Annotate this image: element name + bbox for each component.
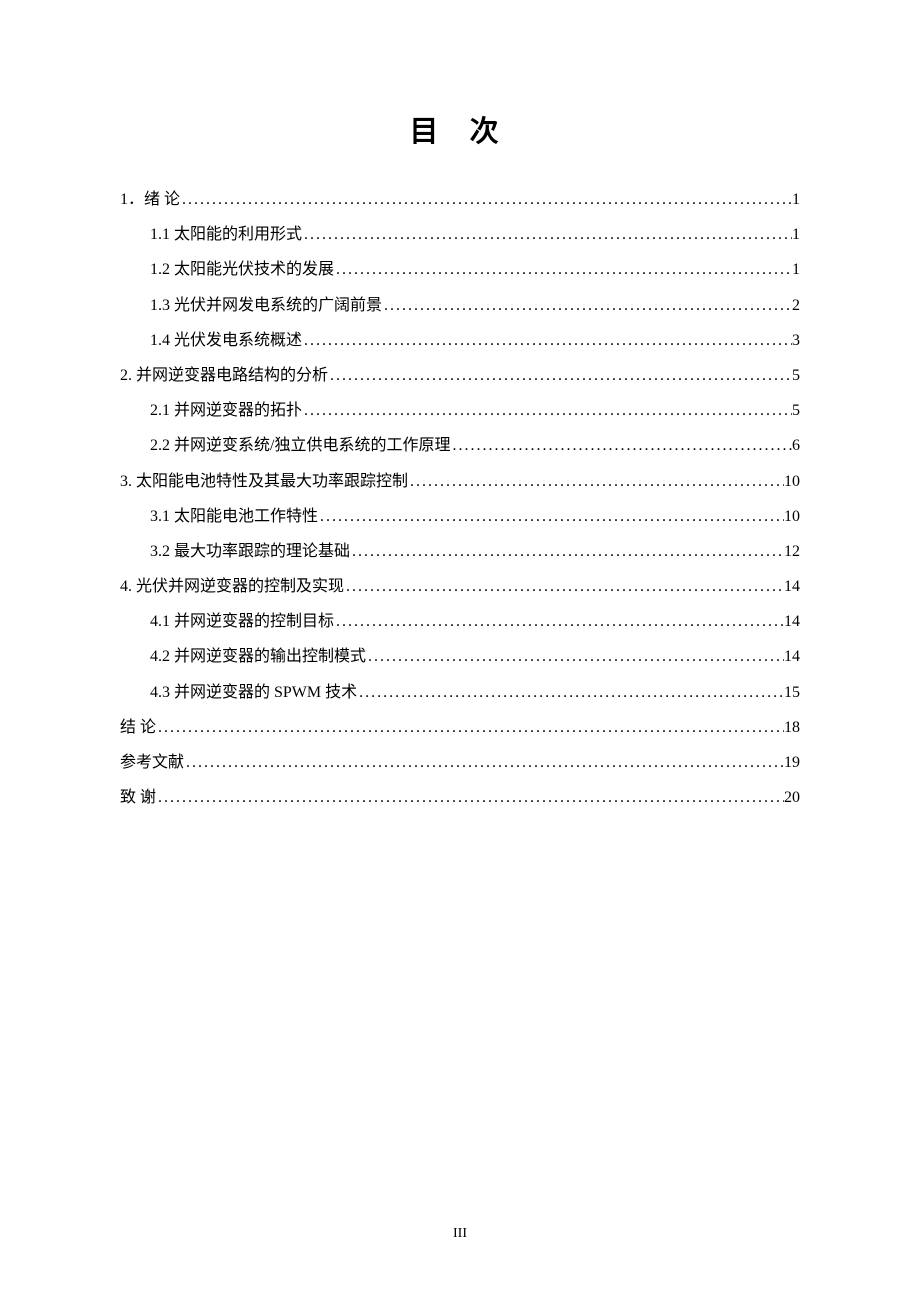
toc-entry: 1.1 太阳能的利用形式 1 bbox=[120, 217, 800, 252]
toc-entry-page: 14 bbox=[784, 639, 800, 674]
toc-list: 1．绪 论11.1 太阳能的利用形式11.2 太阳能光伏技术的发展11.3 光伏… bbox=[120, 182, 800, 815]
toc-entry-label: 2. 并网逆变器电路结构的分析 bbox=[120, 358, 328, 393]
toc-entry: 2.1 并网逆变器的拓扑 5 bbox=[120, 393, 800, 428]
toc-entry-label: 致 谢 bbox=[120, 780, 156, 815]
toc-entry-label: 4. 光伏并网逆变器的控制及实现 bbox=[120, 569, 344, 604]
toc-entry-label: 4.2 并网逆变器的输出控制模式 bbox=[150, 639, 366, 674]
toc-dots bbox=[302, 393, 792, 428]
page-number: III bbox=[0, 1226, 920, 1242]
toc-entry: 2.2 并网逆变系统/独立供电系统的工作原理 6 bbox=[120, 428, 800, 463]
toc-entry-page: 15 bbox=[784, 675, 800, 710]
toc-page: 目 次 1．绪 论11.1 太阳能的利用形式11.2 太阳能光伏技术的发展11.… bbox=[0, 0, 920, 815]
toc-entry-label: 1.2 太阳能光伏技术的发展 bbox=[150, 252, 334, 287]
toc-dots bbox=[334, 604, 784, 639]
toc-entry-label: 4.1 并网逆变器的控制目标 bbox=[150, 604, 334, 639]
toc-dots bbox=[344, 569, 784, 604]
toc-entry-page: 14 bbox=[784, 569, 800, 604]
toc-entry-label: 3.2 最大功率跟踪的理论基础 bbox=[150, 534, 350, 569]
toc-entry-page: 14 bbox=[784, 604, 800, 639]
toc-entry-page: 10 bbox=[784, 499, 800, 534]
toc-entry-page: 3 bbox=[792, 323, 800, 358]
toc-dots bbox=[366, 639, 784, 674]
toc-entry-label: 2.2 并网逆变系统/独立供电系统的工作原理 bbox=[150, 428, 450, 463]
toc-entry-label: 2.1 并网逆变器的拓扑 bbox=[150, 393, 302, 428]
toc-entry-label: 3. 太阳能电池特性及其最大功率跟踪控制 bbox=[120, 464, 408, 499]
toc-dots bbox=[334, 252, 792, 287]
toc-entry-label: 1.4 光伏发电系统概述 bbox=[150, 323, 302, 358]
toc-entry-page: 5 bbox=[792, 358, 800, 393]
toc-entry-page: 1 bbox=[792, 217, 800, 252]
toc-entry-page: 6 bbox=[792, 428, 800, 463]
toc-entry-label: 参考文献 bbox=[120, 745, 184, 780]
toc-dots bbox=[156, 710, 784, 745]
toc-entry: 3.2 最大功率跟踪的理论基础 12 bbox=[120, 534, 800, 569]
toc-entry: 3. 太阳能电池特性及其最大功率跟踪控制 10 bbox=[120, 464, 800, 499]
toc-entry-page: 12 bbox=[784, 534, 800, 569]
toc-entry: 结 论 18 bbox=[120, 710, 800, 745]
toc-dots bbox=[318, 499, 784, 534]
toc-entry-label: 1.3 光伏并网发电系统的广阔前景 bbox=[150, 288, 382, 323]
toc-entry-page: 18 bbox=[784, 710, 800, 745]
toc-entry-label: 1.1 太阳能的利用形式 bbox=[150, 217, 302, 252]
toc-entry-label: 3.1 太阳能电池工作特性 bbox=[150, 499, 318, 534]
toc-dots bbox=[357, 675, 784, 710]
toc-entry: 1.4 光伏发电系统概述 3 bbox=[120, 323, 800, 358]
toc-entry-page: 19 bbox=[784, 745, 800, 780]
toc-dots bbox=[328, 358, 792, 393]
toc-dots bbox=[156, 780, 784, 815]
toc-entry: 致 谢 20 bbox=[120, 780, 800, 815]
toc-entry-label: 结 论 bbox=[120, 710, 156, 745]
toc-entry-label: 4.3 并网逆变器的 SPWM 技术 bbox=[150, 675, 357, 710]
toc-entry-page: 20 bbox=[784, 780, 800, 815]
toc-dots bbox=[408, 464, 784, 499]
toc-entry: 1．绪 论 1 bbox=[120, 182, 800, 217]
toc-dots bbox=[302, 323, 792, 358]
toc-entry-page: 1 bbox=[792, 252, 800, 287]
toc-dots bbox=[180, 182, 792, 217]
toc-entry: 2. 并网逆变器电路结构的分析 5 bbox=[120, 358, 800, 393]
toc-entry: 1.3 光伏并网发电系统的广阔前景 2 bbox=[120, 288, 800, 323]
toc-entry-label: 1．绪 论 bbox=[120, 182, 180, 217]
toc-entry-page: 1 bbox=[792, 182, 800, 217]
toc-dots bbox=[382, 288, 792, 323]
toc-entry: 4.2 并网逆变器的输出控制模式 14 bbox=[120, 639, 800, 674]
toc-entry: 参考文献 19 bbox=[120, 745, 800, 780]
toc-entry: 1.2 太阳能光伏技术的发展 1 bbox=[120, 252, 800, 287]
toc-entry-page: 2 bbox=[792, 288, 800, 323]
toc-entry: 3.1 太阳能电池工作特性 10 bbox=[120, 499, 800, 534]
toc-dots bbox=[302, 217, 792, 252]
toc-entry: 4.1 并网逆变器的控制目标 14 bbox=[120, 604, 800, 639]
toc-dots bbox=[184, 745, 784, 780]
toc-entry: 4. 光伏并网逆变器的控制及实现 14 bbox=[120, 569, 800, 604]
toc-title: 目 次 bbox=[120, 108, 800, 150]
toc-entry-page: 10 bbox=[784, 464, 800, 499]
toc-dots bbox=[350, 534, 784, 569]
toc-entry-page: 5 bbox=[792, 393, 800, 428]
toc-entry: 4.3 并网逆变器的 SPWM 技术 15 bbox=[120, 675, 800, 710]
toc-dots bbox=[450, 428, 792, 463]
